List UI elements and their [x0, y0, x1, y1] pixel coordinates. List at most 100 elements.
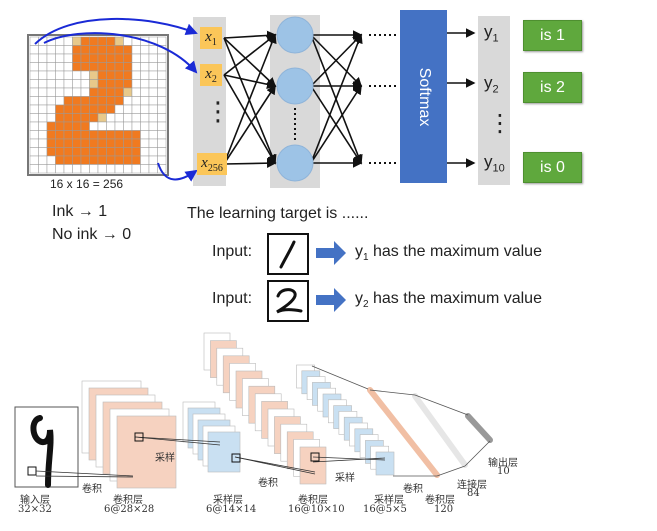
- pixel-arrow-1: [34, 18, 198, 45]
- grid-cell: [97, 53, 107, 63]
- grid-cell: [97, 130, 107, 140]
- grid-cell: [80, 121, 90, 131]
- grid-cell: [89, 53, 99, 63]
- grid-cell: [46, 138, 56, 148]
- grid-cell: [140, 53, 150, 63]
- grid-cell: [72, 138, 82, 148]
- grid-cell: [38, 147, 48, 157]
- grid-cell: [97, 87, 107, 97]
- grid-cell: [140, 164, 150, 174]
- grid-cell: [148, 104, 158, 114]
- grid-cell: [55, 164, 65, 174]
- connection-line: [234, 456, 316, 475]
- grid-cell: [106, 147, 116, 157]
- grid-cell: [123, 113, 133, 123]
- grid-cell: [89, 96, 99, 106]
- grid-cell: [72, 96, 82, 106]
- grid-cell: [123, 121, 133, 131]
- lenet-input-name: 输入层: [20, 495, 50, 506]
- edge: [223, 74, 277, 90]
- grid-cell: [140, 155, 150, 165]
- grid-cell: [114, 53, 124, 63]
- grid-cell: [123, 130, 133, 140]
- grid-cell: [140, 147, 150, 157]
- lenet-output-name: 输出层: [488, 458, 518, 469]
- grid-cell: [89, 147, 99, 157]
- grid-cell: [63, 121, 73, 131]
- receptive-field: [310, 452, 320, 462]
- grid-cell: [106, 87, 116, 97]
- grid-cell: [123, 164, 133, 174]
- grid-cell: [80, 87, 90, 97]
- grid-cell: [72, 104, 82, 114]
- grid-cell: [38, 45, 48, 55]
- grid-cell: [148, 138, 158, 148]
- grid-cell: [55, 121, 65, 131]
- grid-cell: [38, 96, 48, 106]
- grid-cell: [38, 53, 48, 63]
- grid-cell: [148, 164, 158, 174]
- target-text-1: y1 has the maximum value: [355, 243, 542, 264]
- grid-cell: [46, 70, 56, 80]
- connection-line: [311, 365, 369, 390]
- grid-cell: [123, 87, 133, 97]
- grid-cell: [106, 36, 116, 46]
- grid-cell: [38, 138, 48, 148]
- grid-cell: [46, 79, 56, 89]
- grid-cell: [106, 96, 116, 106]
- grid-cell: [157, 36, 167, 46]
- grid-cell: [72, 164, 82, 174]
- hidden-node: [276, 16, 314, 54]
- grid-cell: [123, 53, 133, 63]
- grid-cell: [114, 147, 124, 157]
- grid-cell: [106, 70, 116, 80]
- grid-cell: [114, 87, 124, 97]
- grid-cell: [80, 147, 90, 157]
- grid-cell: [106, 130, 116, 140]
- grid-cell: [157, 70, 167, 80]
- grid-cell: [72, 70, 82, 80]
- edge: [223, 158, 277, 168]
- grid-cell: [131, 130, 141, 140]
- grid-cell: [29, 155, 39, 165]
- grid-cell: [80, 164, 90, 174]
- lenet-pool2-op: 采样: [335, 473, 355, 484]
- grid-caption: 16 x 16 = 256: [50, 177, 124, 191]
- grid-cell: [131, 121, 141, 131]
- grid-cell: [97, 147, 107, 157]
- grid-cell: [123, 138, 133, 148]
- grid-cell: [38, 113, 48, 123]
- grid-cell: [140, 45, 150, 55]
- input-node-x256: x256: [197, 153, 227, 175]
- grid-cell: [131, 45, 141, 55]
- grid-cell: [123, 147, 133, 157]
- lenet-conv1-name: 卷积层: [113, 495, 143, 506]
- lenet-conv3-size: 120: [434, 504, 454, 515]
- grid-cell: [131, 104, 141, 114]
- lenet-conv2-op: 卷积: [258, 478, 278, 489]
- learning-target-heading: The learning target is ......: [187, 205, 369, 222]
- grid-cell: [140, 96, 150, 106]
- grid-cell: [114, 70, 124, 80]
- input-digit-1-image: [267, 233, 309, 275]
- grid-cell: [106, 164, 116, 174]
- input-ellipsis: ⋮: [205, 98, 231, 124]
- grid-cell: [55, 113, 65, 123]
- grid-cell: [148, 121, 158, 131]
- input-node-x2: x2: [200, 64, 222, 86]
- grid-cell: [63, 62, 73, 72]
- grid-cell: [80, 104, 90, 114]
- grid-cell: [55, 45, 65, 55]
- grid-cell: [46, 164, 56, 174]
- grid-cell: [46, 62, 56, 72]
- lenet-conv1-op: 卷积: [82, 484, 102, 495]
- grid-cell: [148, 155, 158, 165]
- grid-cell: [97, 36, 107, 46]
- grid-cell: [123, 36, 133, 46]
- grid-cell: [72, 113, 82, 123]
- grid-cell: [114, 121, 124, 131]
- grid-cell: [89, 62, 99, 72]
- grid-cell: [29, 62, 39, 72]
- pixel-arrow-256: [157, 162, 198, 182]
- grid-cell: [114, 113, 124, 123]
